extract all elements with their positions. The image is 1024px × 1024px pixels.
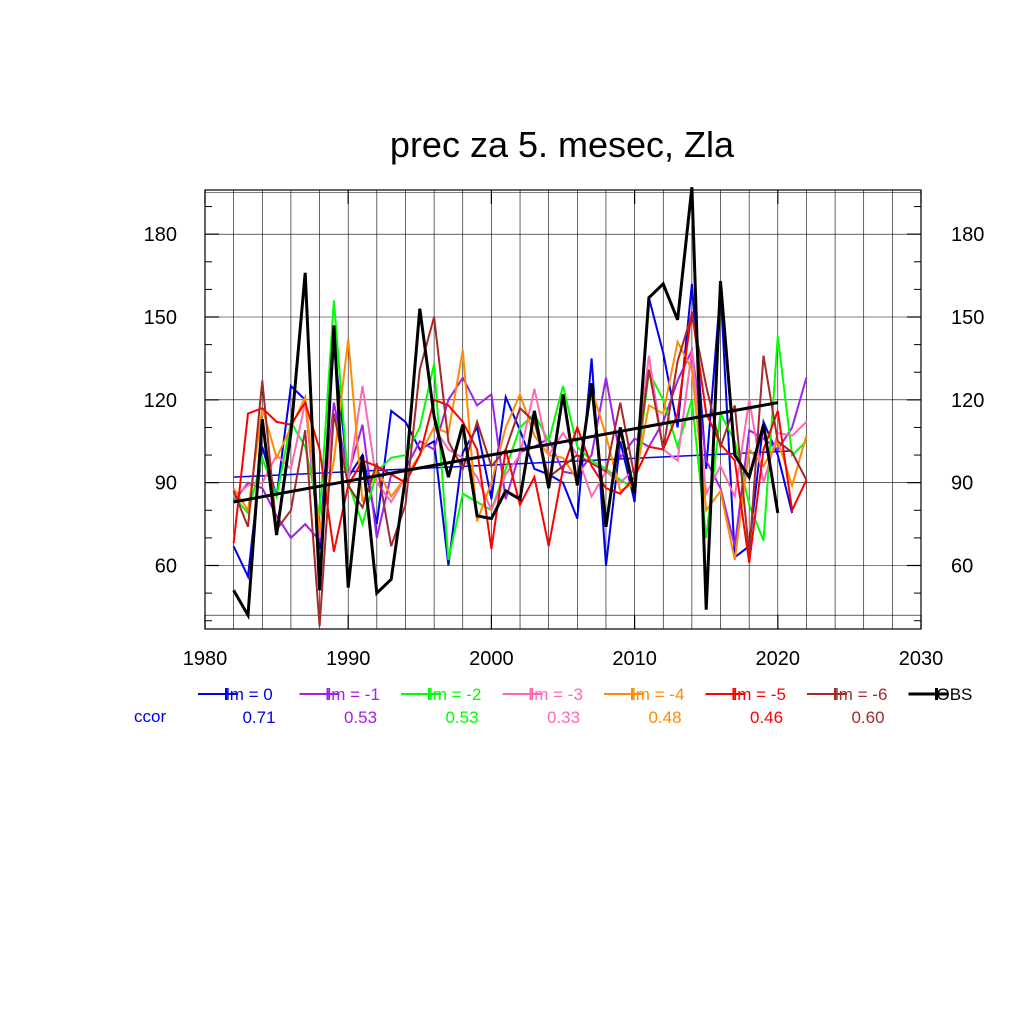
ccor-label: ccor bbox=[134, 707, 166, 726]
ccor-value: 0.71 bbox=[242, 708, 275, 727]
legend-item: OBS bbox=[908, 685, 973, 704]
series-line bbox=[232, 187, 780, 621]
legend-item: lm = -4 0.48 bbox=[604, 685, 684, 727]
y-tick-label: 60 bbox=[155, 555, 177, 577]
ccor-value: 0.48 bbox=[648, 708, 681, 727]
x-tick-label: 2020 bbox=[756, 648, 801, 670]
legend-label: lm = -4 bbox=[632, 685, 684, 704]
legend-label: lm = -3 bbox=[531, 685, 583, 704]
y-tick-label-right: 60 bbox=[951, 555, 973, 577]
legend-item: lm = 0 0.71 bbox=[198, 685, 276, 727]
ccor-value: 0.53 bbox=[344, 708, 377, 727]
series-line bbox=[232, 311, 808, 563]
legend-label: lm = -6 bbox=[835, 685, 887, 704]
legend-item: lm = -5 0.46 bbox=[705, 685, 786, 727]
trend-line bbox=[233, 401, 779, 504]
y-tick-label: 90 bbox=[155, 473, 177, 495]
y-tick-label-right: 120 bbox=[951, 390, 984, 412]
series-5 bbox=[232, 311, 808, 563]
ccor-value: 0.33 bbox=[547, 708, 580, 727]
x-tick-label: 2010 bbox=[612, 648, 657, 670]
ccor-value: 0.60 bbox=[851, 708, 884, 727]
x-tick-label: 2000 bbox=[469, 648, 514, 670]
x-tick-label: 1990 bbox=[326, 648, 371, 670]
ccor-value: 0.53 bbox=[445, 708, 478, 727]
y-tick-label-right: 150 bbox=[951, 307, 984, 329]
legend-label: lm = -5 bbox=[734, 685, 786, 704]
y-tick-label: 120 bbox=[144, 390, 177, 412]
x-tick-label: 1980 bbox=[183, 648, 228, 670]
y-tick-label: 180 bbox=[144, 224, 177, 246]
axes: 1980 1990 2000 2010 2020 2030 60 60 90 90 120 120 15… bbox=[144, 189, 984, 670]
y-tick-label-right: 90 bbox=[951, 473, 973, 495]
legend-item: lm = -6 0.60 bbox=[807, 685, 887, 727]
ccor-value: 0.46 bbox=[750, 708, 783, 727]
legend-item: lm = -3 0.33 bbox=[502, 685, 583, 727]
legend-label: lm = -2 bbox=[429, 685, 481, 704]
legend-item: lm = -2 0.53 bbox=[401, 685, 481, 727]
series-layer bbox=[232, 187, 808, 627]
y-tick-label: 150 bbox=[144, 307, 177, 329]
x-tick-label: 2030 bbox=[899, 648, 944, 670]
legend-item: lm = -1 0.53 bbox=[299, 685, 380, 727]
y-tick-label-right: 180 bbox=[951, 224, 984, 246]
legend-label: OBS bbox=[937, 685, 973, 704]
plot-frame bbox=[204, 189, 922, 630]
series-7 bbox=[232, 187, 780, 621]
legend-label: lm = 0 bbox=[226, 685, 273, 704]
chart-title: prec za 5. mesec, Zla bbox=[390, 124, 735, 165]
legend-label: lm = -1 bbox=[328, 685, 380, 704]
legend: lm = 0 0.71 lm = -1 0.53 lm = -2 0.53 lm = -3 0… bbox=[198, 685, 972, 727]
